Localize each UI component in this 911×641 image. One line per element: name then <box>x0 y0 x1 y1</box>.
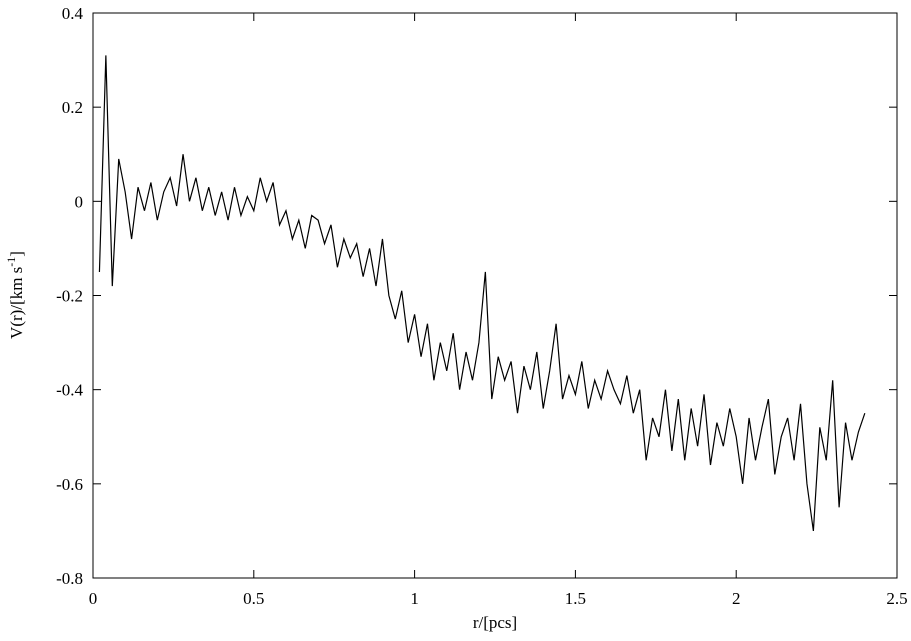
y-label-sup: -1 <box>4 257 18 267</box>
y-tick-label: 0.4 <box>62 4 84 23</box>
x-tick-label: 0.5 <box>243 589 264 608</box>
x-tick-label: 2 <box>732 589 741 608</box>
plot-frame <box>92 12 898 579</box>
y-label-end: ] <box>7 251 26 257</box>
y-tick-label: -0.8 <box>56 569 83 588</box>
x-tick-label: 1.5 <box>565 589 586 608</box>
y-tick-label: -0.2 <box>56 287 83 306</box>
x-tick-label: 0 <box>89 589 98 608</box>
data-line <box>98 55 866 532</box>
x-tick-label: 1 <box>410 589 419 608</box>
y-tick-label: 0.2 <box>62 98 83 117</box>
y-label-main: V(r)/[km s <box>7 267 26 339</box>
y-tick-label: -0.6 <box>56 475 83 494</box>
x-tick-label: 2.5 <box>886 589 907 608</box>
y-tick-label: 0 <box>75 192 84 211</box>
y-axis-label: V(r)/[km s-1] <box>4 251 26 339</box>
y-tick-label: -0.4 <box>56 381 83 400</box>
x-axis-label: r/[pcs] <box>473 613 517 632</box>
